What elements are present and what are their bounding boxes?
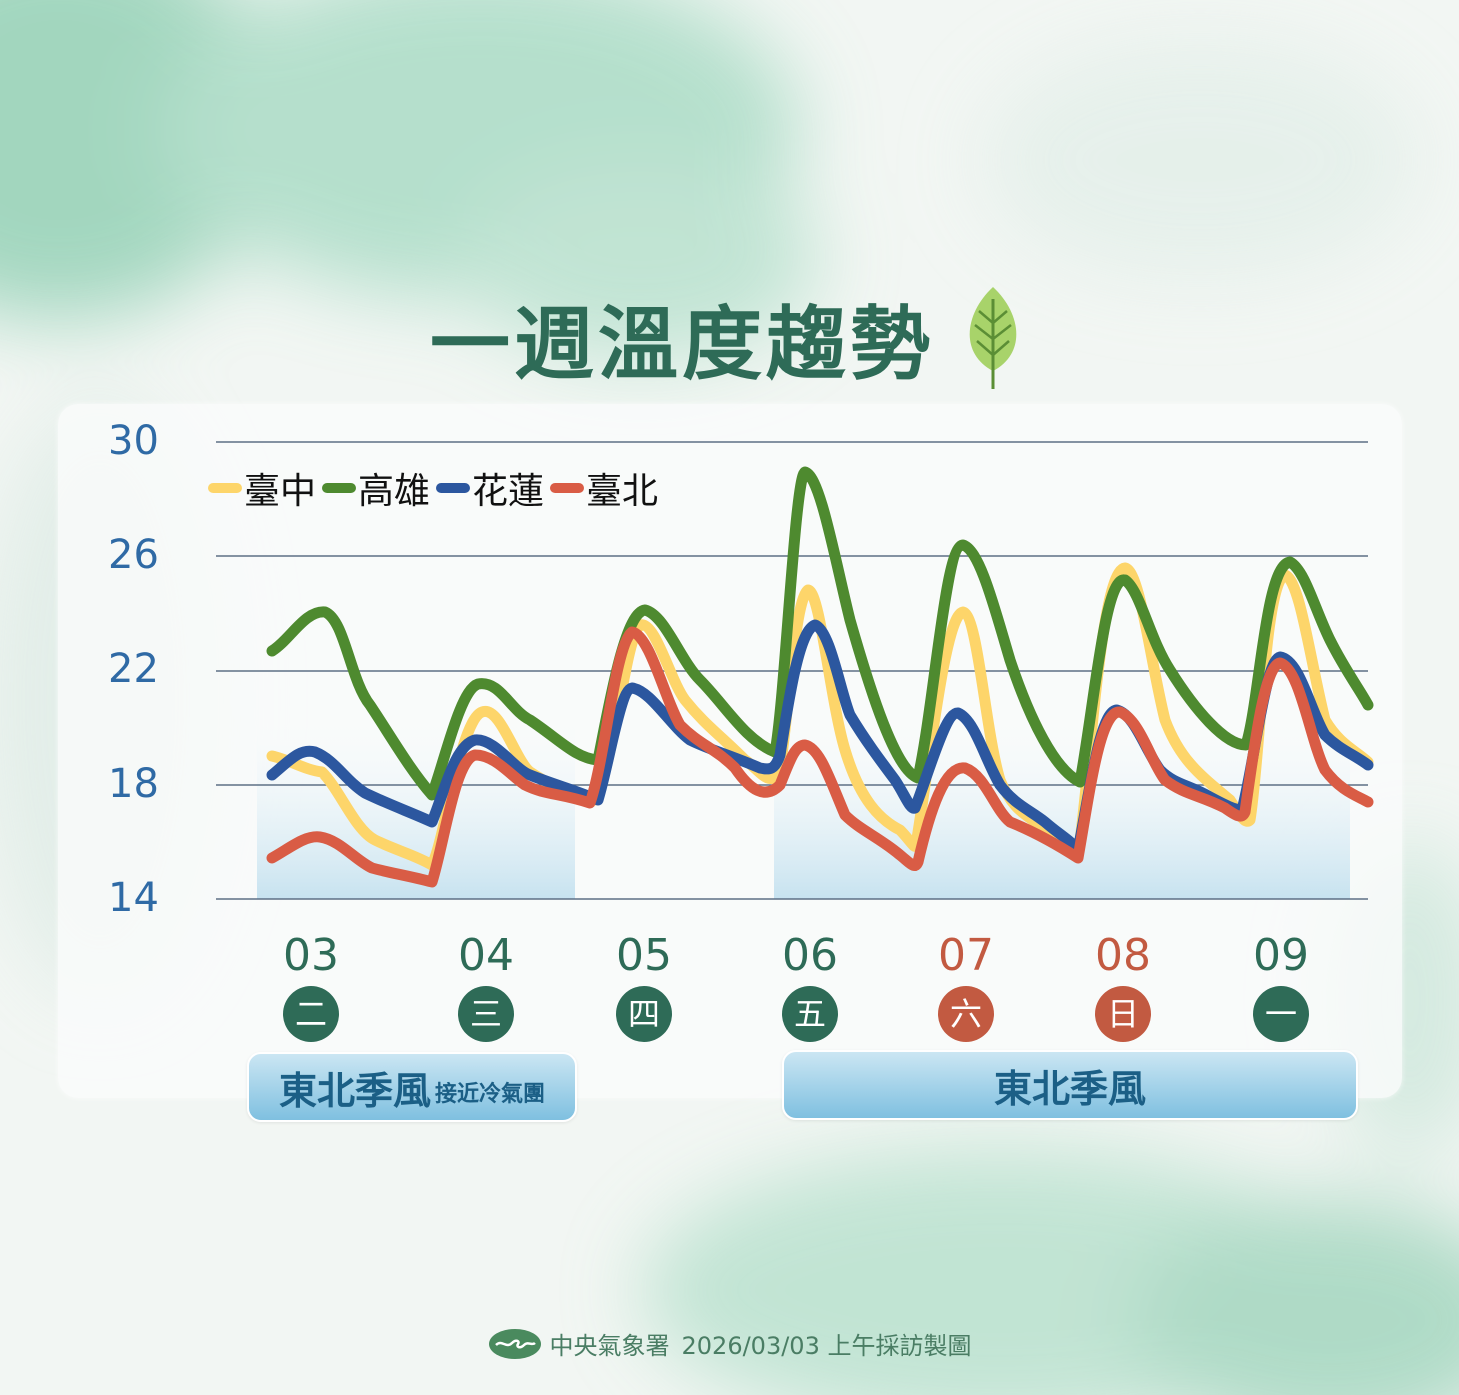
weekday-badge: 五 — [782, 986, 838, 1042]
x-day-06: 06 五 — [770, 932, 850, 1042]
day-date: 04 — [458, 930, 514, 981]
title-row: 一週溫度趨勢 — [0, 280, 1459, 396]
footer-credit: 中央氣象署 2026/03/03 上午採訪製圖 — [0, 1326, 1459, 1366]
weekend-badge: 日 — [1095, 986, 1151, 1042]
legend-label: 高雄 — [358, 471, 431, 512]
shaded-period-1 — [257, 700, 575, 899]
weekend-badge: 六 — [938, 986, 994, 1042]
legend-label: 臺中 — [244, 471, 317, 512]
day-date: 03 — [283, 930, 339, 981]
legend-item-kaohsiung: 高雄 — [322, 462, 430, 514]
x-day-04: 04 三 — [446, 932, 526, 1042]
monsoon-band-1: 東北季風 接近冷氣團 — [247, 1052, 577, 1122]
x-day-09: 09 一 — [1241, 932, 1321, 1042]
legend-item-taichung: 臺中 — [208, 462, 316, 514]
legend-swatch-green — [322, 483, 357, 493]
weekday-badge: 三 — [458, 986, 514, 1042]
y-tick-26: 26 — [108, 532, 159, 578]
legend-item-hualien: 花蓮 — [436, 462, 544, 514]
series-kaohsiung — [266, 466, 1374, 801]
page-title: 一週溫度趨勢 — [429, 298, 934, 391]
y-tick-30: 30 — [108, 418, 159, 464]
band-label: 東北季風 — [278, 1068, 431, 1113]
y-tick-22: 22 — [108, 646, 159, 692]
band-label: 東北季風 — [993, 1066, 1146, 1111]
x-day-07: 07 六 — [926, 932, 1006, 1042]
day-date: 07 — [938, 930, 994, 981]
monsoon-band-2: 東北季風 — [782, 1050, 1358, 1120]
footer-text: 2026/03/03 上午採訪製圖 — [681, 1332, 972, 1360]
x-day-08: 08 日 — [1083, 932, 1163, 1042]
weekday-badge: 四 — [616, 986, 672, 1042]
day-date: 05 — [616, 930, 672, 981]
day-date: 06 — [782, 930, 838, 981]
series-taipei — [266, 626, 1374, 888]
x-day-05: 05 四 — [604, 932, 684, 1042]
x-day-03: 03 二 — [271, 932, 351, 1042]
y-tick-18: 18 — [108, 761, 159, 807]
legend-label: 臺北 — [586, 471, 659, 512]
chart-legend: 臺中 高雄 花蓮 臺北 — [208, 462, 664, 514]
y-tick-14: 14 — [108, 875, 159, 921]
weekday-badge: 二 — [283, 986, 339, 1042]
legend-swatch-yellow — [208, 483, 242, 493]
footer-agency: 中央氣象署 — [549, 1332, 670, 1360]
leaf-icon — [969, 287, 1017, 389]
day-date: 09 — [1253, 930, 1309, 981]
cwa-logo-icon — [488, 1328, 541, 1359]
legend-swatch-red — [550, 483, 585, 493]
legend-label: 花蓮 — [472, 471, 545, 512]
legend-item-taipei: 臺北 — [550, 462, 658, 514]
band-sublabel: 接近冷氣團 — [435, 1082, 546, 1107]
weekday-badge: 一 — [1253, 986, 1309, 1042]
day-date: 08 — [1095, 930, 1151, 981]
legend-swatch-blue — [436, 483, 471, 493]
series-taichung — [266, 562, 1374, 871]
